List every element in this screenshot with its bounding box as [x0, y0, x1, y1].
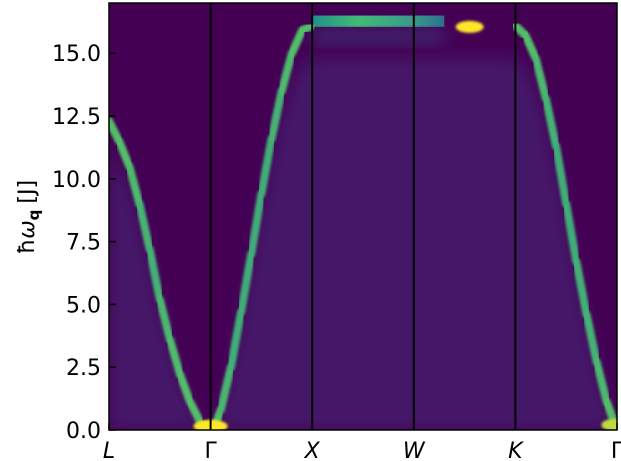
x-tick-label-5: Γ — [611, 439, 621, 461]
band-segment — [531, 54, 550, 103]
y-tick-label-3: 7.5 — [66, 231, 101, 256]
band-segment — [562, 199, 581, 266]
y-tick-label-5: 12.5 — [52, 105, 101, 130]
band-segment — [115, 137, 134, 171]
hotspot-3 — [601, 418, 617, 430]
upper-flat-band — [312, 15, 445, 27]
y-tick-label-2: 5.0 — [66, 293, 101, 318]
band-segment — [541, 94, 561, 151]
y-axis-label-subscript: q — [25, 210, 43, 221]
band-segment — [287, 26, 307, 58]
x-tick-label-0: L — [103, 439, 115, 461]
band-segment — [277, 49, 296, 95]
band-segment — [572, 257, 591, 319]
intensity-hotspots — [193, 20, 617, 430]
y-tick-label-4: 10.0 — [52, 168, 101, 193]
plot-area — [108, 2, 618, 431]
band-segment — [257, 134, 276, 198]
band-segment — [247, 189, 266, 259]
band-segment — [125, 162, 144, 208]
band-segment — [521, 31, 540, 63]
band-segment — [582, 310, 601, 367]
band-segment — [155, 295, 174, 344]
high-symmetry-lines — [209, 3, 517, 430]
band-segment — [592, 358, 611, 407]
y-axis-ticks: 0.0 2.5 5.0 7.5 10.0 12.5 15.0 — [52, 42, 116, 444]
plot-frame — [108, 2, 618, 431]
band-segment — [552, 142, 571, 208]
band-segment — [135, 199, 154, 254]
x-tick-label-3: W — [403, 439, 426, 461]
band-segment — [145, 245, 164, 304]
haze-region-0 — [109, 57, 617, 430]
band-segment — [237, 250, 256, 316]
spectral-haze — [109, 57, 617, 430]
spectral-bands — [109, 15, 617, 430]
band-segment — [267, 86, 286, 143]
band-segment — [176, 370, 195, 407]
y-axis-label-unit: [J] — [15, 180, 40, 204]
x-tick-label-1: Γ — [204, 439, 217, 461]
band-segment — [226, 307, 246, 372]
band-segment — [216, 363, 235, 414]
y-axis-label: ħωq [J] — [15, 180, 43, 254]
y-tick-label-1: 2.5 — [66, 356, 101, 381]
y-tick-label-0: 0.0 — [66, 419, 101, 444]
upper-band-shadow — [312, 28, 445, 45]
y-axis-label-omega: ω — [15, 220, 40, 238]
hotspot-0 — [455, 20, 484, 33]
band-segment — [165, 335, 185, 379]
x-tick-label-4: K — [508, 439, 524, 461]
y-tick-label-6: 15.0 — [52, 42, 101, 67]
y-axis-label-hbar: ħ — [15, 239, 40, 254]
x-tick-label-2: X — [304, 439, 321, 461]
hotspot-2 — [199, 420, 228, 430]
